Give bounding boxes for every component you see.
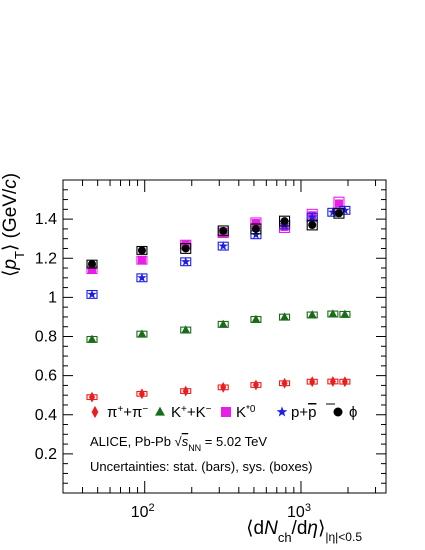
point-proton [218, 241, 228, 251]
y-tick-label: 0.6 [35, 368, 57, 385]
legend-marker-kaon [155, 406, 165, 416]
point-pion [252, 379, 259, 391]
point-pion [329, 376, 336, 387]
legend-marker-kstar [221, 407, 231, 417]
point-phi [334, 209, 343, 218]
legend: π++π− K++K− K*0 p+p ϕ [91, 403, 357, 422]
sys-box-phi [180, 243, 192, 254]
annotation-uncertainties: Uncertainties: stat. (bars), sys. (boxes… [90, 459, 313, 474]
sys-box-phi [217, 225, 229, 237]
point-pion [220, 381, 227, 393]
point-pion [309, 376, 316, 388]
point-proton [340, 205, 350, 215]
legend-marker-proton [276, 406, 288, 417]
legend-marker-phi [333, 407, 343, 417]
point-phi [308, 220, 317, 229]
point-kaon [340, 309, 350, 318]
y-tick-label: 0.4 [35, 407, 57, 424]
point-proton [307, 212, 317, 222]
point-kaon [137, 329, 147, 338]
point-phi [219, 226, 228, 235]
legend-item-proton: p+p [276, 403, 335, 421]
y-tick-label: 1.4 [35, 211, 57, 228]
series-proton [86, 205, 351, 299]
point-kaon [87, 334, 97, 343]
point-kaon [251, 314, 261, 323]
point-pion [182, 385, 189, 397]
sys-box-phi [333, 207, 345, 219]
point-kaon [181, 325, 191, 334]
point-pion [281, 377, 288, 389]
legend-label-phi: ϕ [349, 404, 357, 421]
sys-box-phi [279, 215, 291, 227]
point-kstar [334, 199, 343, 208]
y-tick-label: 0.2 [35, 446, 57, 463]
point-phi [88, 260, 97, 269]
point-kstar [251, 219, 260, 228]
point-kstar [137, 256, 146, 265]
legend-label-kaon: K++K− [171, 404, 212, 422]
sys-box-phi [306, 219, 318, 231]
point-pion [341, 376, 348, 388]
point-kaon [280, 312, 289, 321]
annotation-collision-system: ALICE, Pb-Pb √sNN = 5.02 TeV [90, 434, 267, 453]
series-kaon [86, 309, 351, 343]
x-axis-label: ⟨dNch/dη⟩|η|<0.5 [246, 518, 362, 545]
series-kstar [86, 196, 345, 275]
y-tick-label: 0.8 [35, 329, 57, 346]
point-phi [280, 217, 289, 226]
point-proton [328, 207, 338, 217]
axis-ticks [62, 179, 386, 494]
legend-label-proton: p+p [291, 404, 316, 421]
point-phi [137, 246, 146, 255]
y-tick-label: 1 [48, 289, 57, 306]
sys-box-phi [250, 223, 262, 235]
point-proton [180, 256, 191, 266]
legend-label-kstar: K*0 [236, 404, 256, 422]
data-series [86, 196, 351, 403]
series-phi [86, 207, 345, 269]
point-phi [181, 244, 190, 253]
point-kstar [88, 265, 97, 274]
y-axis-label: ⟨pT⟩ (GeV/c) [0, 173, 27, 277]
point-kaon [307, 310, 317, 319]
legend-item-pion: π++π− [91, 404, 148, 422]
point-proton [87, 289, 97, 299]
legend-item-kstar: K*0 [221, 404, 256, 422]
point-pion [138, 388, 145, 400]
x-tick-label: 103 [287, 502, 311, 521]
legend-label-pion: π++π− [107, 404, 148, 422]
series-pion [86, 376, 351, 403]
point-proton [137, 272, 147, 282]
point-phi [251, 224, 260, 233]
point-kaon [328, 309, 338, 318]
legend-marker-pion [91, 405, 99, 419]
point-pion [89, 391, 96, 403]
legend-item-phi: ϕ [333, 404, 357, 421]
y-tick-label: 1.2 [35, 250, 57, 267]
tick-labels: 0.2 0.4 0.6 0.8 1 1.2 1.4 102 103 [35, 211, 311, 521]
legend-item-kaon: K++K− [155, 404, 212, 422]
x-tick-label: 102 [131, 502, 155, 521]
point-kaon [218, 319, 228, 328]
